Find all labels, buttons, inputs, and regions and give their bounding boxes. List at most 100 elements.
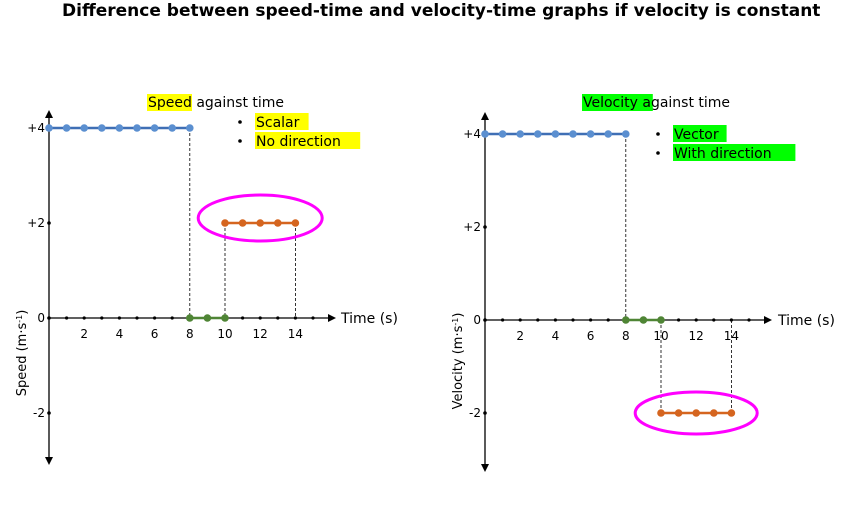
y-tick-label: 0 [37, 311, 45, 325]
data-point-blue [516, 130, 524, 138]
chart-title: Speed against time [147, 94, 284, 111]
bullet-dot [238, 139, 242, 143]
speed-time-chart: 2 4 6 8 10 12 14 +4 +2 0 -2 Time (s) Speed (m·s-1) Sp… [15, 94, 398, 465]
data-point-orange [221, 219, 229, 227]
y-tick-label: +4 [27, 121, 45, 135]
y-tick-mark [47, 221, 51, 225]
data-point-orange [291, 219, 300, 227]
data-point-green [639, 316, 648, 324]
y-tick-mark [483, 225, 487, 229]
data-point-blue [586, 130, 595, 138]
x-tick-mark [241, 316, 245, 320]
x-tick-mark [293, 316, 297, 320]
data-point-orange [256, 219, 265, 227]
bullet-dot [656, 132, 660, 136]
x-tick-label: 4 [116, 327, 124, 341]
x-tick-mark [589, 318, 593, 322]
bullet-dot [656, 151, 660, 155]
y-tick-label: +4 [463, 127, 481, 141]
x-tick-mark [536, 318, 540, 322]
y-tick-label: 0 [473, 313, 481, 327]
data-point-green [657, 316, 665, 324]
x-tick-label: 6 [587, 329, 595, 343]
y-tick-mark [47, 411, 51, 415]
x-tick-label: 14 [288, 327, 303, 341]
x-tick-mark [712, 318, 716, 322]
x-tick-label: 8 [186, 327, 194, 341]
bullet-highlight [673, 125, 727, 142]
x-axis-label: Time (s) [340, 311, 398, 327]
y-tick-label: +2 [463, 220, 481, 234]
data-point-blue [98, 124, 106, 132]
highlight-oval [196, 193, 324, 243]
data-point-orange [674, 409, 683, 417]
title-highlight [582, 94, 653, 111]
y-tick-label: -2 [469, 406, 481, 420]
x-axis-arrow [328, 314, 336, 322]
x-tick-mark [65, 316, 69, 320]
y-tick-mark [483, 411, 487, 415]
y-tick-label: -2 [33, 406, 45, 420]
highlight-oval [633, 390, 759, 436]
data-point-blue [551, 130, 560, 138]
y-axis-arrow-up [45, 110, 53, 118]
x-tick-mark [518, 318, 522, 322]
data-point-blue [622, 130, 630, 138]
x-tick-label: 2 [80, 327, 88, 341]
y-axis-arrow-up [481, 112, 489, 120]
y-axis-arrow-down [481, 464, 489, 472]
data-point-blue [62, 124, 71, 132]
data-point-blue [45, 124, 53, 132]
x-tick-mark [694, 318, 698, 322]
bullet-text: Vector [674, 127, 719, 143]
x-axis-arrow [764, 316, 772, 324]
x-tick-mark [729, 318, 733, 322]
x-tick-mark [100, 316, 104, 320]
x-tick-mark [606, 318, 610, 322]
x-tick-label: 10 [217, 327, 232, 341]
x-tick-mark [276, 316, 280, 320]
y-axis-label: Speed (m·s-1) [15, 310, 31, 397]
data-point-blue [168, 124, 176, 132]
x-tick-mark [553, 318, 557, 322]
y-tick-mark [47, 316, 51, 320]
data-point-blue [569, 130, 577, 138]
data-point-orange [238, 219, 247, 227]
data-point-blue [80, 124, 88, 132]
x-tick-label: 4 [552, 329, 560, 343]
bullet-text: Scalar [256, 115, 300, 131]
data-point-blue [186, 124, 194, 132]
y-tick-label: +2 [27, 216, 45, 230]
x-tick-mark [571, 318, 575, 322]
data-point-blue [534, 130, 542, 138]
data-point-orange [710, 409, 718, 417]
x-tick-mark [311, 316, 315, 320]
x-tick-mark [117, 316, 121, 320]
x-tick-mark [677, 318, 681, 322]
data-point-orange [692, 409, 700, 417]
bullet-dot [238, 120, 242, 124]
bullet-text: With direction [674, 146, 772, 162]
chart-title-text: Velocity against time [583, 95, 730, 111]
bullet-highlight [673, 144, 796, 161]
x-tick-mark [82, 316, 86, 320]
x-tick-label: 12 [253, 327, 268, 341]
x-tick-mark [153, 316, 157, 320]
data-point-blue [498, 130, 507, 138]
x-tick-label: 12 [689, 329, 704, 343]
bullet-highlight [255, 113, 309, 130]
x-tick-mark [258, 316, 262, 320]
y-tick-mark [483, 318, 487, 322]
chart-title: Velocity against time [582, 94, 730, 111]
x-tick-mark [170, 316, 174, 320]
data-point-blue [481, 130, 489, 138]
x-tick-label: 2 [516, 329, 524, 343]
data-point-blue [604, 130, 612, 138]
data-point-orange [657, 409, 665, 417]
bullet-highlight [255, 132, 361, 149]
x-tick-label: 6 [151, 327, 159, 341]
data-point-blue [150, 124, 159, 132]
x-tick-label: 8 [622, 329, 630, 343]
chart-title-text: Speed against time [148, 95, 284, 111]
